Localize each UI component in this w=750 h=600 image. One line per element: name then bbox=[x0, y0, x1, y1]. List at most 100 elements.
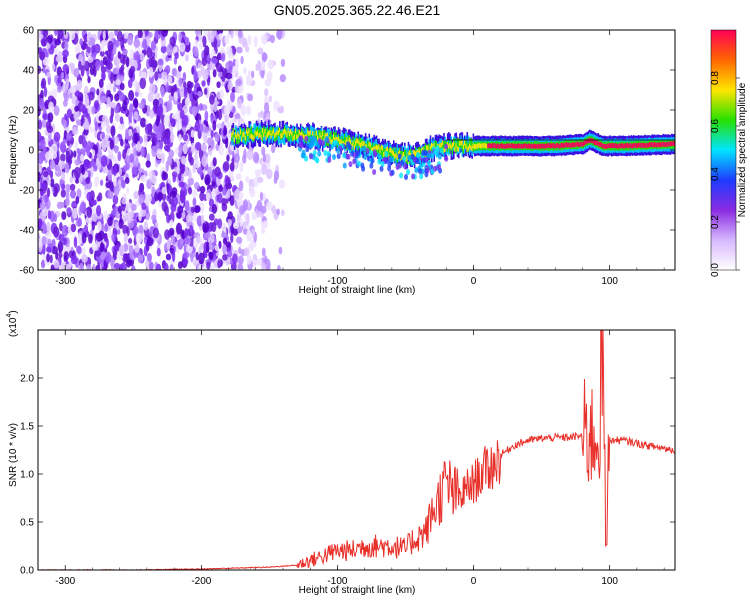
spectrogram-cell bbox=[119, 67, 124, 75]
spectrogram-cell bbox=[118, 244, 125, 255]
spectrogram-ridge-cell bbox=[662, 141, 665, 147]
spectrogram-cell bbox=[86, 191, 93, 202]
spectrogram-cell bbox=[177, 261, 183, 270]
spectrogram-cell bbox=[315, 157, 320, 164]
spectrogram-cell bbox=[234, 113, 241, 120]
spectrogram-ridge-cell bbox=[459, 141, 461, 147]
spectrogram-ridge-cell bbox=[508, 143, 510, 149]
spectrogram-cell bbox=[218, 240, 222, 249]
spectrogram-ridge-cell bbox=[328, 128, 330, 143]
spectrogram-ridge-cell bbox=[537, 143, 540, 149]
spectrogram-ridge-cell bbox=[287, 132, 290, 142]
spectrogram-cell bbox=[160, 85, 165, 98]
spectrogram-ridge-cell bbox=[514, 143, 516, 149]
spectrogram-ridge-cell bbox=[415, 151, 417, 157]
x-tick-label: -200 bbox=[191, 576, 211, 587]
spectrogram-cell bbox=[54, 38, 61, 46]
spectrogram-cell bbox=[191, 105, 198, 117]
spectrogram-cell bbox=[245, 46, 250, 53]
spectrogram-cell bbox=[203, 49, 208, 60]
spectrogram-cell bbox=[126, 260, 132, 268]
spectrogram-cell bbox=[379, 165, 384, 172]
spectrogram-cell bbox=[47, 112, 54, 123]
colorbar-tick-label: 0.2 bbox=[710, 215, 721, 229]
spectrogram-cell bbox=[133, 79, 138, 89]
spectrogram-ridge-cell bbox=[598, 142, 601, 147]
spectrogram-cell bbox=[122, 100, 128, 112]
spectrogram-cell bbox=[437, 153, 442, 160]
spectrogram-cell bbox=[265, 168, 273, 180]
spectrogram-ridge-cell bbox=[593, 140, 596, 145]
spectrogram-cell bbox=[217, 122, 222, 130]
spectrogram-cell bbox=[190, 252, 194, 263]
spectrogram-ridge-cell bbox=[326, 132, 329, 138]
spectrogram-cell bbox=[308, 153, 313, 160]
spectrogram-cell bbox=[399, 172, 404, 179]
spectrogram-cell bbox=[382, 156, 387, 163]
spectrogram-cell bbox=[80, 154, 84, 162]
spectrogram-cell bbox=[225, 241, 232, 248]
spectrogram-ridge-cell bbox=[353, 145, 356, 150]
spectrogram-ridge-cell bbox=[446, 142, 449, 147]
spectrogram-ridge-cell bbox=[557, 142, 559, 148]
spectrogram-cell bbox=[268, 95, 272, 103]
spectrogram-cell bbox=[53, 183, 60, 194]
spectrogram-cell bbox=[424, 156, 429, 163]
spectrogram-cell bbox=[158, 103, 163, 114]
spectrogram-ridge-cell bbox=[271, 130, 274, 136]
spectrogram-cell bbox=[179, 164, 185, 175]
spectrogram-cell bbox=[216, 192, 223, 204]
spectrogram-cell bbox=[299, 135, 304, 142]
spectrogram-cell bbox=[51, 63, 56, 71]
spectrogram-ridge-cell bbox=[568, 142, 570, 148]
spectrogram-ridge-cell bbox=[352, 140, 355, 146]
spectrogram-ridge-cell bbox=[516, 143, 519, 149]
spectrogram-ridge-cell bbox=[658, 142, 661, 148]
spectrogram-cell bbox=[58, 233, 65, 242]
spectrogram-cell bbox=[40, 182, 47, 195]
spectrogram-ridge-cell bbox=[468, 138, 471, 148]
spectrogram-cell bbox=[241, 41, 248, 48]
spectrogram-ridge-cell bbox=[486, 144, 488, 149]
spectrogram-cell bbox=[189, 81, 194, 89]
spectrogram-ridge-cell bbox=[395, 147, 398, 157]
spectrogram-ridge-cell bbox=[554, 144, 557, 149]
spectrogram-ridge-cell bbox=[366, 144, 368, 150]
spectrogram-ridge-cell bbox=[303, 135, 306, 140]
spectrogram-ridge-cell bbox=[651, 142, 654, 147]
spectrogram-ridge-cell bbox=[636, 143, 639, 149]
spectrogram-cell bbox=[80, 64, 85, 77]
spectrogram-cell bbox=[88, 126, 95, 133]
spectrogram-cell bbox=[61, 224, 69, 237]
spectrogram-ridge-cell bbox=[261, 128, 264, 133]
spectrogram-ridge-cell bbox=[524, 143, 526, 148]
spectrogram-cell bbox=[113, 165, 117, 177]
spectrogram-cell bbox=[384, 150, 389, 157]
spectrogram-cell bbox=[176, 119, 182, 131]
spectrogram-cell bbox=[174, 91, 178, 101]
spectrogram-ridge-cell bbox=[642, 142, 645, 148]
spectrogram-cell bbox=[165, 253, 172, 261]
spectrogram-cell bbox=[193, 259, 198, 267]
spectrogram-cell bbox=[55, 252, 59, 260]
colorbar-tick-label: 0.4 bbox=[710, 167, 721, 181]
spectrogram-cell bbox=[235, 78, 242, 87]
spectrogram-ridge-cell bbox=[633, 143, 635, 148]
spectrogram-cell bbox=[47, 179, 51, 186]
spectrogram-cell bbox=[362, 145, 367, 152]
spectrogram-cell bbox=[387, 165, 392, 172]
spectrogram-cell bbox=[148, 67, 154, 79]
spectrogram-cell bbox=[121, 179, 126, 189]
spectrogram-cell bbox=[164, 229, 171, 240]
spectrogram-ridge-cell bbox=[283, 128, 286, 134]
spectrogram-ridge-cell bbox=[341, 135, 344, 145]
spectrogram-cell bbox=[227, 211, 233, 220]
spectrogram-cell bbox=[218, 33, 223, 40]
spectrogram-ridge-cell bbox=[362, 141, 364, 147]
spectrogram-ridge-cell bbox=[297, 134, 300, 140]
spectrogram-cell bbox=[174, 147, 179, 154]
spectrogram-cell bbox=[104, 223, 109, 233]
colorbar-tick-label: 0.0 bbox=[710, 263, 721, 277]
spectrogram-cell bbox=[201, 57, 208, 67]
spectrogram-cell bbox=[58, 160, 66, 170]
